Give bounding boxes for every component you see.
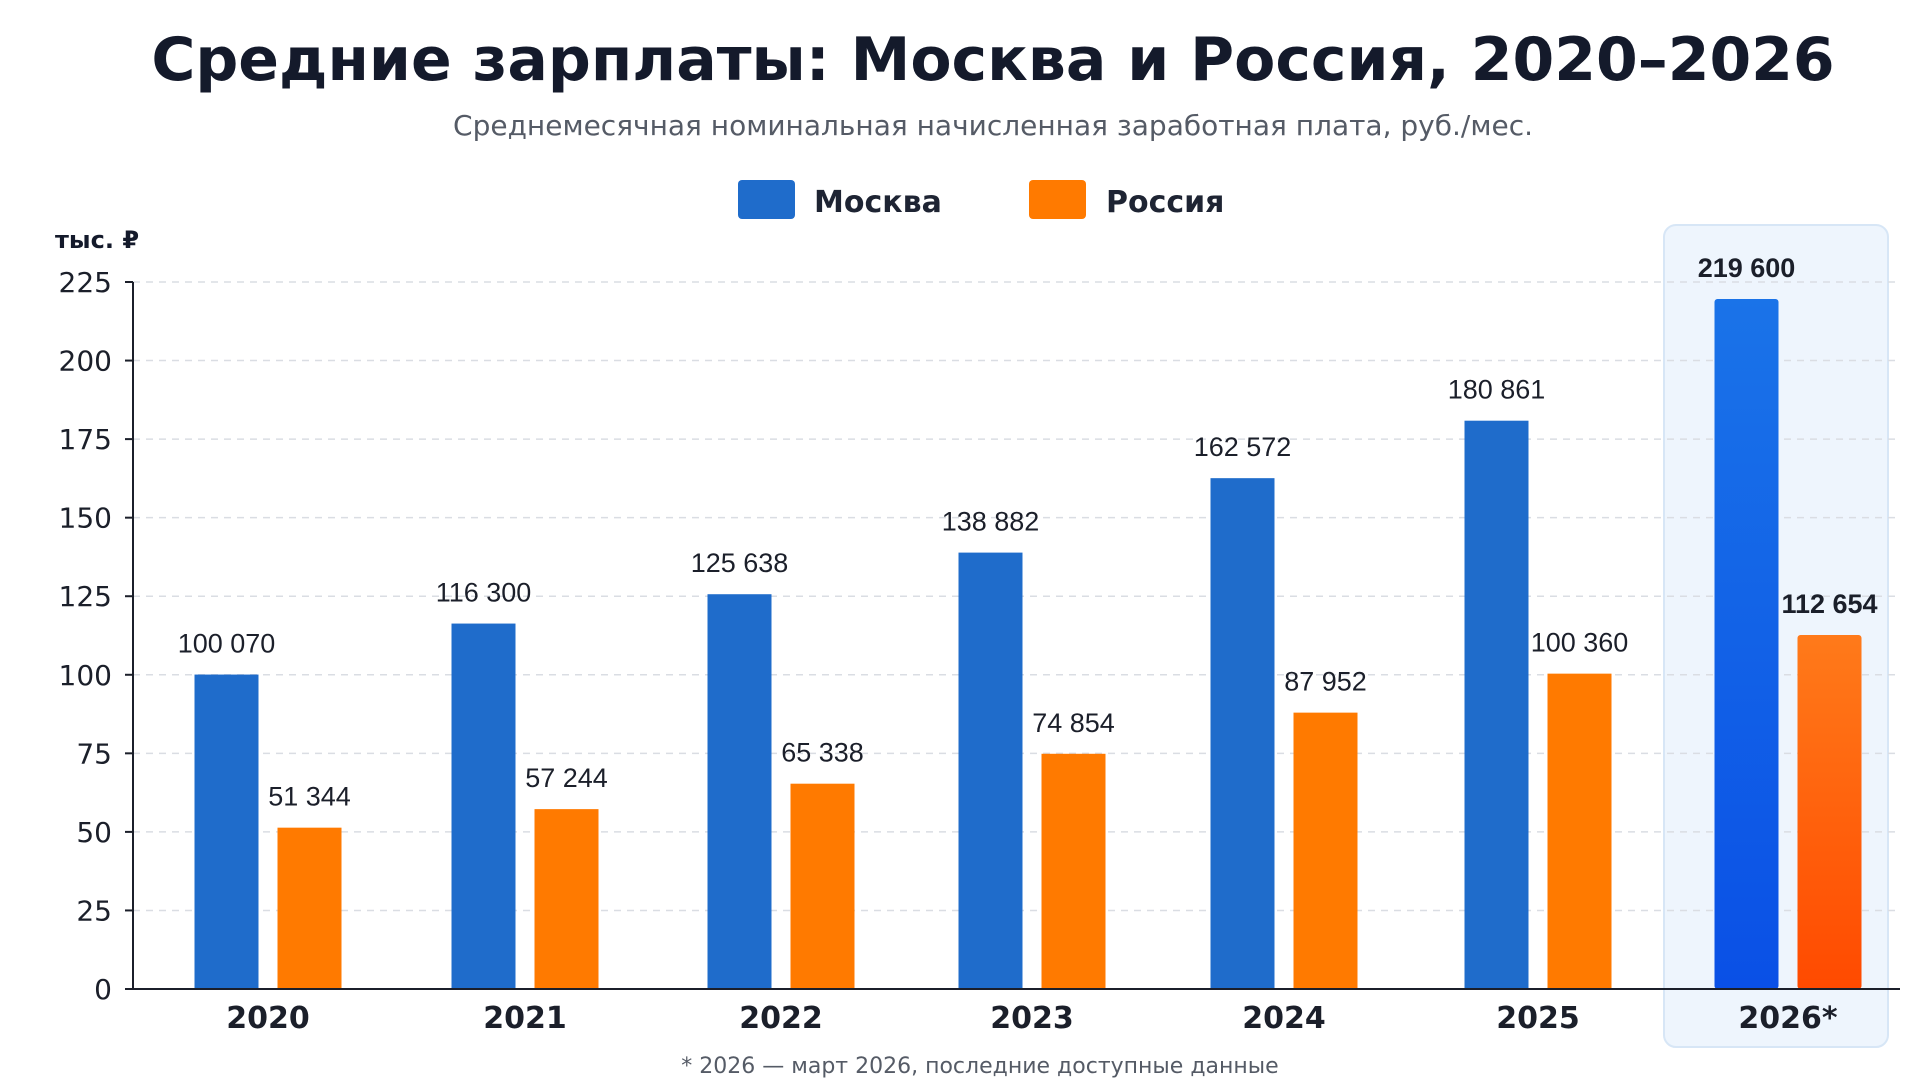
value-label-russia-2023: 74 854: [1032, 708, 1115, 738]
bar-moscow-2025: [1464, 420, 1529, 989]
value-label-moscow-2020: 100 070: [178, 629, 276, 659]
bar-russia-2023: [1041, 753, 1106, 989]
data-labels: 100 070 51 344 116 300 57 244 125 638 65 338 1…: [178, 253, 1878, 812]
value-label-russia-2026: 112 654: [1781, 589, 1877, 619]
legend-swatch-russia: [1029, 180, 1086, 219]
value-label-russia-2021: 57 244: [525, 763, 608, 793]
bar-moscow-2022: [707, 594, 772, 989]
bar-russia-2025: [1547, 673, 1612, 989]
bar-moscow-2021: [451, 623, 516, 989]
y-tick-label: 100: [59, 659, 112, 692]
value-label-moscow-2021: 116 300: [436, 578, 532, 608]
bar-russia-2020: [277, 827, 342, 989]
bar-moscow-2020: [194, 674, 259, 989]
x-tick-label: 2024: [1242, 1001, 1326, 1036]
y-axis-unit: тыс. ₽: [55, 226, 139, 254]
value-label-moscow-2024: 162 572: [1194, 432, 1292, 462]
bar-moscow-2024: [1210, 478, 1275, 989]
bars: [194, 298, 1862, 989]
x-tick-label: 2026*: [1738, 1001, 1837, 1036]
bar-russia-2024: [1293, 712, 1358, 989]
y-tick-label: 225: [59, 266, 112, 299]
value-label-moscow-2022: 125 638: [691, 548, 789, 578]
footnote: * 2026 — март 2026, последние доступные …: [681, 1054, 1278, 1079]
value-label-russia-2025: 100 360: [1531, 628, 1629, 658]
bar-moscow-2026: [1714, 298, 1779, 989]
x-tick-label: 2020: [226, 1001, 310, 1036]
x-tick-label: 2022: [739, 1001, 823, 1036]
y-tick-label: 50: [76, 816, 112, 849]
y-axis-ticks: 0 25 50 75 100 125 150 175 200 225: [59, 266, 133, 1006]
x-tick-label: 2025: [1496, 1001, 1580, 1036]
bar-moscow-2023: [958, 552, 1023, 989]
chart-subtitle: Среднемесячная номинальная начисленная з…: [453, 109, 1533, 142]
value-label-moscow-2023: 138 882: [942, 507, 1040, 537]
legend: Москва Россия: [738, 180, 1224, 220]
value-label-moscow-2025: 180 861: [1448, 375, 1546, 405]
value-label-russia-2022: 65 338: [781, 738, 864, 768]
y-tick-label: 200: [59, 345, 112, 378]
bar-russia-2021: [534, 809, 599, 989]
x-axis-ticks: 2020 2021 2022 2023 2024 2025 2026*: [226, 1001, 1838, 1036]
x-tick-label: 2023: [990, 1001, 1074, 1036]
x-tick-label: 2021: [483, 1001, 567, 1036]
value-label-russia-2024: 87 952: [1284, 667, 1367, 697]
value-label-russia-2020: 51 344: [268, 782, 351, 812]
legend-label-russia: Россия: [1106, 185, 1224, 220]
chart-title: Средние зарплаты: Москва и Россия, 2020–…: [151, 25, 1834, 95]
y-tick-label: 125: [59, 580, 112, 613]
y-tick-label: 175: [59, 423, 112, 456]
legend-label-moscow: Москва: [814, 185, 942, 220]
y-tick-label: 25: [76, 894, 112, 927]
bar-russia-2026: [1797, 635, 1862, 989]
y-tick-label: 0: [94, 973, 112, 1006]
value-label-moscow-2026: 219 600: [1698, 253, 1796, 283]
y-tick-label: 75: [76, 737, 112, 770]
y-tick-label: 150: [59, 502, 112, 535]
legend-swatch-moscow: [738, 180, 795, 219]
bar-russia-2022: [790, 783, 855, 989]
